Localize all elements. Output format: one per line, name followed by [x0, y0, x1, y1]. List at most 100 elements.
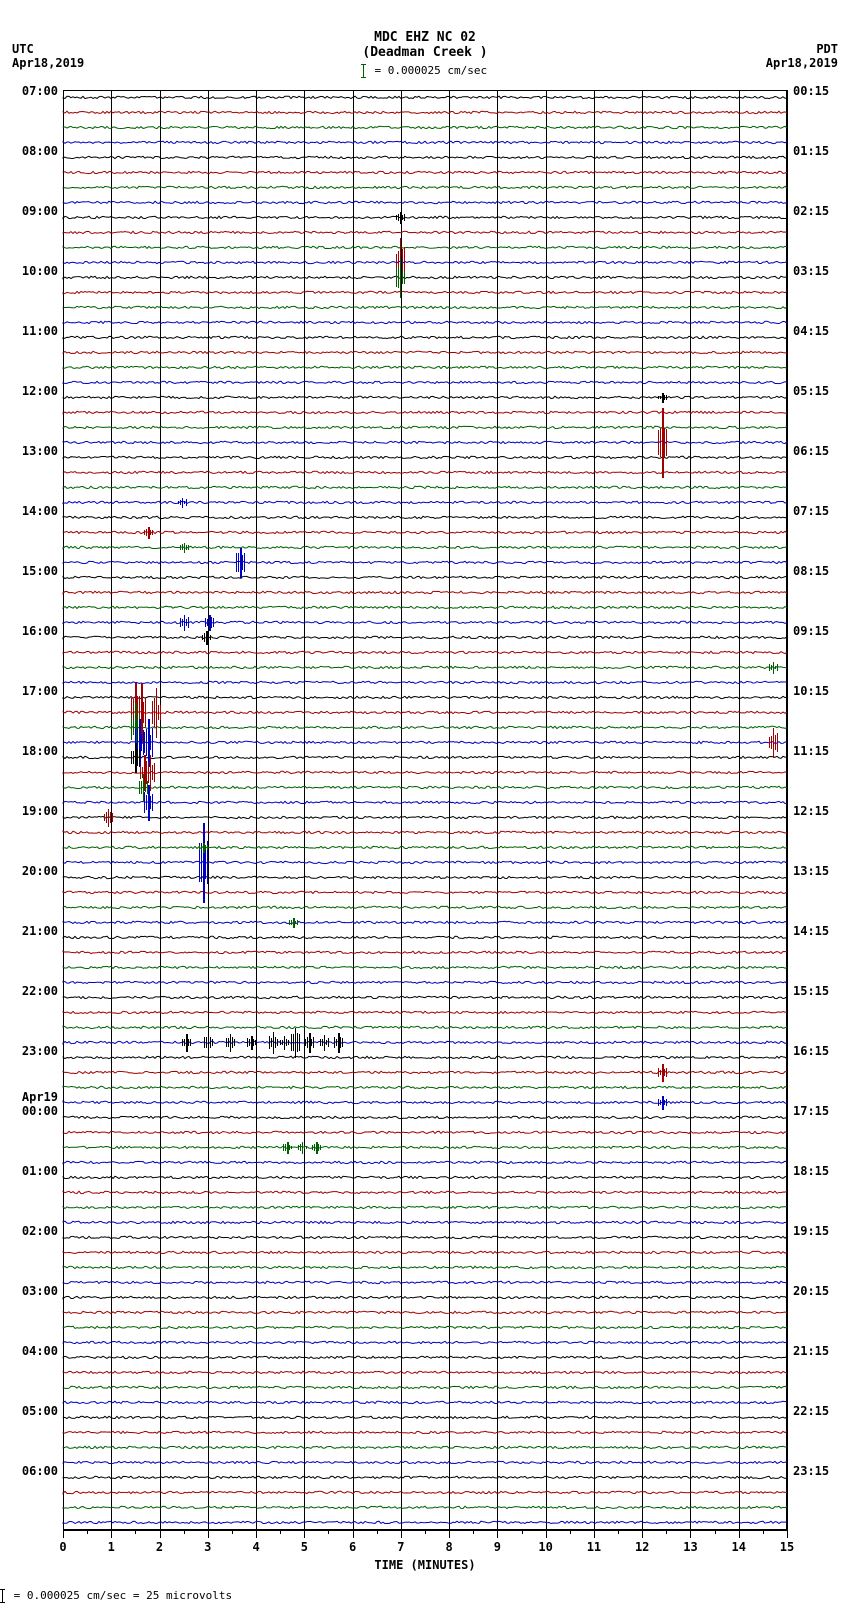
right-hour-label: 11:15	[793, 744, 829, 758]
trace-line	[63, 650, 787, 655]
seismic-spike	[205, 846, 206, 878]
trace-line	[63, 1235, 787, 1240]
x-tick	[63, 1530, 64, 1538]
trace-line	[63, 1490, 787, 1495]
trace-line	[63, 1010, 787, 1015]
seismic-spike	[182, 544, 183, 550]
x-tick	[690, 1530, 691, 1538]
seismic-spike	[285, 1144, 286, 1151]
seismic-spike	[280, 1040, 281, 1046]
right-hour-label: 05:15	[793, 384, 829, 398]
right-hour-label: 07:15	[793, 504, 829, 518]
trace-line	[63, 380, 787, 385]
trace-line	[63, 1085, 787, 1090]
trace-line	[63, 500, 787, 505]
left-hour-label: 14:00	[8, 504, 58, 518]
seismic-spike	[205, 845, 206, 851]
trace-line	[63, 1310, 787, 1315]
right-hour-label: 06:15	[793, 444, 829, 458]
seismic-spike	[299, 1034, 300, 1050]
seismic-spike	[148, 762, 149, 783]
trace-line	[63, 1220, 787, 1225]
seismic-spike	[205, 618, 206, 628]
scale-indicator: = 0.000025 cm/sec	[0, 60, 850, 82]
trace-line	[63, 1385, 787, 1390]
x-tick-label: 7	[397, 1540, 404, 1554]
trace-line	[63, 815, 787, 820]
left-hour-label: 03:00	[8, 1284, 58, 1298]
seismic-spike	[282, 1040, 283, 1045]
seismic-spike	[202, 635, 203, 640]
right-hour-label: 20:15	[793, 1284, 829, 1298]
right-hour-label: 16:15	[793, 1044, 829, 1058]
scale-text: = 0.000025 cm/sec	[375, 64, 488, 77]
trace-line	[63, 1130, 787, 1135]
seismic-spike	[398, 214, 399, 221]
seismic-spike	[271, 1038, 272, 1047]
seismic-spike	[342, 1038, 343, 1048]
trace-line	[63, 1280, 787, 1285]
seismic-spike	[396, 268, 397, 286]
trace-line	[63, 935, 787, 940]
trace-line	[63, 875, 787, 880]
seismic-spike	[143, 702, 144, 723]
x-tick	[208, 1530, 209, 1538]
left-hour-label: 21:00	[8, 924, 58, 938]
trace-line	[63, 665, 787, 670]
seismic-spike	[777, 664, 778, 671]
seismic-spike	[775, 666, 776, 670]
right-hour-label: 00:15	[793, 84, 829, 98]
left-hour-label: 18:00	[8, 744, 58, 758]
right-hour-label: 21:15	[793, 1344, 829, 1358]
trace-line	[63, 1505, 787, 1510]
seismic-spike	[186, 545, 187, 550]
seismic-spike	[206, 1037, 207, 1047]
left-hour-label: 06:00	[8, 1464, 58, 1478]
seismic-spike	[184, 1039, 185, 1046]
seismic-spike	[269, 1036, 270, 1049]
trace-line	[63, 860, 787, 865]
seismic-spike	[660, 1100, 661, 1106]
trace-line	[63, 995, 787, 1000]
left-hour-label: 15:00	[8, 564, 58, 578]
seismic-spike	[144, 530, 145, 536]
trace-line	[63, 1325, 787, 1330]
timezone-right-label: PDT	[816, 42, 838, 56]
left-hour-label: 02:00	[8, 1224, 58, 1238]
x-tick	[739, 1530, 740, 1538]
trace-line	[63, 1055, 787, 1060]
seismic-spike	[232, 1037, 233, 1049]
trace-line	[63, 320, 787, 325]
seismic-spike	[131, 715, 132, 741]
seismic-spike	[146, 729, 147, 756]
seismic-spike	[182, 619, 183, 627]
seismic-spike	[326, 1040, 327, 1045]
seismic-spike	[145, 698, 146, 726]
left-hour-label: 08:00	[8, 144, 58, 158]
seismic-spike	[150, 735, 151, 751]
trace-line	[63, 1340, 787, 1345]
seismic-spike	[313, 1037, 314, 1048]
seismic-spike	[201, 846, 202, 850]
x-tick	[401, 1530, 402, 1538]
seismic-spike	[152, 701, 153, 723]
trace-line	[63, 1475, 787, 1480]
seismic-spike	[658, 430, 659, 454]
seismic-spike	[297, 1033, 298, 1052]
seismic-spike	[133, 751, 134, 764]
right-hour-label: 19:15	[793, 1224, 829, 1238]
seismic-spike	[150, 796, 151, 810]
left-hour-label: 17:00	[8, 684, 58, 698]
seismic-spike	[336, 1039, 337, 1046]
right-hour-label: 10:15	[793, 684, 829, 698]
seismic-spike	[398, 267, 399, 289]
left-hour-label: 07:00	[8, 84, 58, 98]
seismic-spike	[666, 1068, 667, 1076]
trace-line	[63, 1100, 787, 1105]
seismic-spike	[293, 1034, 294, 1052]
trace-line	[63, 1115, 787, 1120]
right-hour-label: 13:15	[793, 864, 829, 878]
date-right-label: Apr18,2019	[766, 56, 838, 70]
seismic-spike	[242, 555, 243, 571]
seismic-spike	[402, 271, 403, 284]
